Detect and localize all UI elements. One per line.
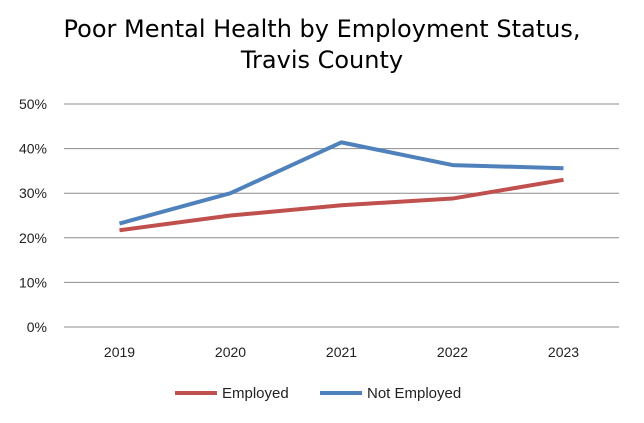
chart-title-line-2: Travis County (240, 46, 404, 74)
y-tick-label: 40% (19, 141, 47, 157)
y-axis-tick-labels: 0% 10% 20% 30% 40% 50% (19, 96, 47, 335)
y-tick-label: 0% (27, 319, 47, 335)
y-tick-label: 30% (19, 185, 47, 201)
y-tick-label: 10% (19, 274, 47, 290)
chart-title: Poor Mental Health by Employment Status,… (0, 14, 644, 76)
series-line-employed (119, 177, 564, 233)
x-tick-label: 2023 (548, 344, 579, 360)
legend: Employed Not Employed (175, 385, 461, 402)
series-lines (118, 140, 564, 233)
legend-label: Employed (222, 385, 289, 402)
x-tick-label: 2021 (326, 344, 357, 360)
y-tick-label: 20% (19, 230, 47, 246)
x-tick-label: 2019 (104, 344, 135, 360)
x-axis-tick-labels: 2019 2020 2021 2022 2023 (104, 344, 579, 360)
gridlines (64, 103, 619, 328)
x-tick-label: 2022 (437, 344, 468, 360)
y-tick-label: 50% (19, 96, 47, 112)
x-tick-label: 2020 (215, 344, 246, 360)
series-line-not-employed (118, 140, 564, 226)
chart-title-line-1: Poor Mental Health by Employment Status, (63, 15, 581, 43)
legend-label: Not Employed (367, 385, 461, 402)
